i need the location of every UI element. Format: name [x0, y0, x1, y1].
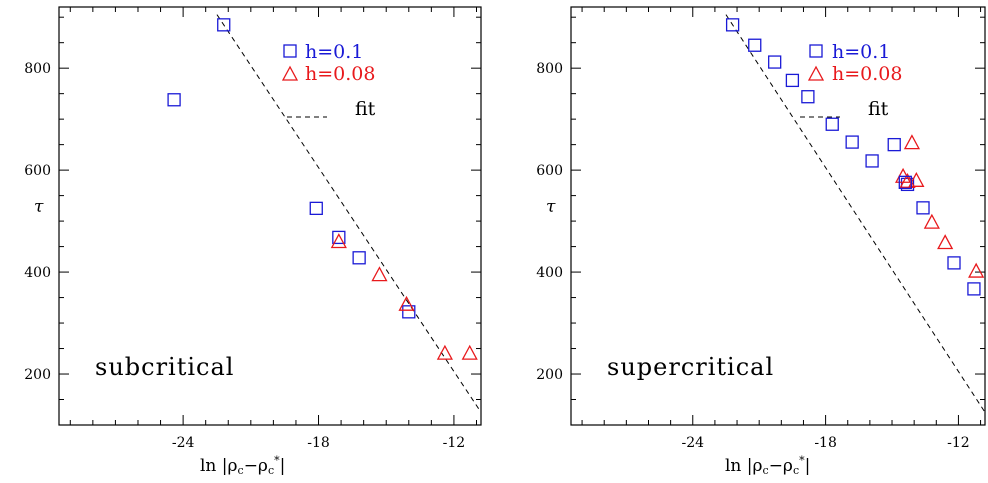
panel-subcritical: 200 400 600 800 -24 -18 -12 h=0.1 h=0.08 fit s… [24, 6, 482, 477]
legend-square-icon [283, 44, 297, 58]
x-tick-label: -24 [172, 435, 195, 451]
data-point-square [801, 90, 815, 104]
y-tick-label: 800 [24, 61, 51, 77]
legend-label-h01: h=0.1 [305, 41, 363, 63]
data-point-square [402, 305, 416, 319]
data-point-triangle [937, 234, 954, 250]
data-point-square [845, 135, 859, 149]
data-point-triangle [436, 344, 453, 360]
data-points [167, 18, 478, 360]
data-point-triangle [903, 134, 921, 150]
x-tick-label: -12 [443, 435, 466, 451]
legend: h=0.1 h=0.08 fit [281, 41, 376, 120]
fit-line-path [725, 14, 986, 413]
y-axis-title: τ [34, 197, 44, 217]
data-point-square [768, 55, 782, 69]
x-tick-label: -12 [947, 435, 970, 451]
annotation-supercritical: supercritical [607, 353, 774, 381]
axis-ticks: 200 400 600 800 -24 -18 -12 [536, 7, 985, 451]
data-point-square [947, 256, 961, 270]
legend-label-h008: h=0.08 [305, 63, 375, 85]
data-point-triangle [398, 295, 415, 311]
y-axis-title: τ [546, 197, 556, 217]
fit-line-path [216, 14, 482, 413]
data-point-square [332, 230, 346, 245]
data-point-triangle [371, 266, 388, 282]
data-point-triangle [923, 213, 940, 229]
x-tick-label: -24 [681, 435, 704, 451]
y-tick-label: 800 [536, 61, 563, 77]
x-tick-label: -18 [307, 435, 330, 451]
legend-square-icon [809, 44, 823, 58]
data-point-square [967, 282, 981, 296]
data-point-square [725, 18, 740, 32]
x-axis-title: ln |ρc−ρc*| [200, 454, 285, 477]
data-point-square [352, 251, 366, 265]
x-axis-title: ln |ρc−ρc*| [725, 454, 810, 477]
data-point-square [825, 117, 839, 131]
axis-ticks: 200 400 600 800 -24 -18 -12 [24, 7, 481, 451]
legend-triangle-icon [807, 65, 825, 81]
data-point-triangle [908, 171, 925, 187]
annotation-subcritical: subcritical [95, 353, 234, 381]
y-tick-label: 400 [24, 265, 51, 281]
legend-triangle-icon [281, 65, 299, 81]
x-tick-label: -18 [814, 435, 837, 451]
data-point-triangle [330, 233, 347, 249]
legend-label-fit: fit [355, 98, 376, 120]
data-point-square [916, 201, 930, 215]
data-point-square [217, 18, 231, 32]
data-point-triangle [461, 344, 478, 360]
y-tick-label: 600 [536, 163, 563, 179]
data-point-triangle [968, 262, 985, 278]
data-point-square [898, 175, 912, 190]
plot-frame [58, 6, 482, 426]
data-point-square [748, 38, 762, 52]
fit-line [725, 14, 986, 413]
data-point-square [785, 73, 800, 88]
legend-label-h01: h=0.1 [832, 41, 890, 63]
data-point-square [887, 137, 901, 152]
y-tick-label: 600 [24, 163, 51, 179]
plot-frame [570, 6, 986, 426]
panel-supercritical: 200 400 600 800 -24 -18 -12 h=0.1 h=0.08 fit s… [536, 6, 986, 477]
data-point-square [167, 93, 181, 107]
y-tick-label: 400 [536, 265, 563, 281]
y-tick-label: 200 [536, 367, 563, 383]
fit-line [216, 14, 482, 413]
legend-label-h008: h=0.08 [832, 63, 902, 85]
y-tick-label: 200 [24, 367, 51, 383]
data-points [725, 18, 985, 296]
data-point-square [865, 154, 879, 168]
legend-label-fit: fit [868, 98, 889, 120]
legend: h=0.1 h=0.08 fit [800, 41, 902, 120]
data-point-square [309, 201, 323, 216]
